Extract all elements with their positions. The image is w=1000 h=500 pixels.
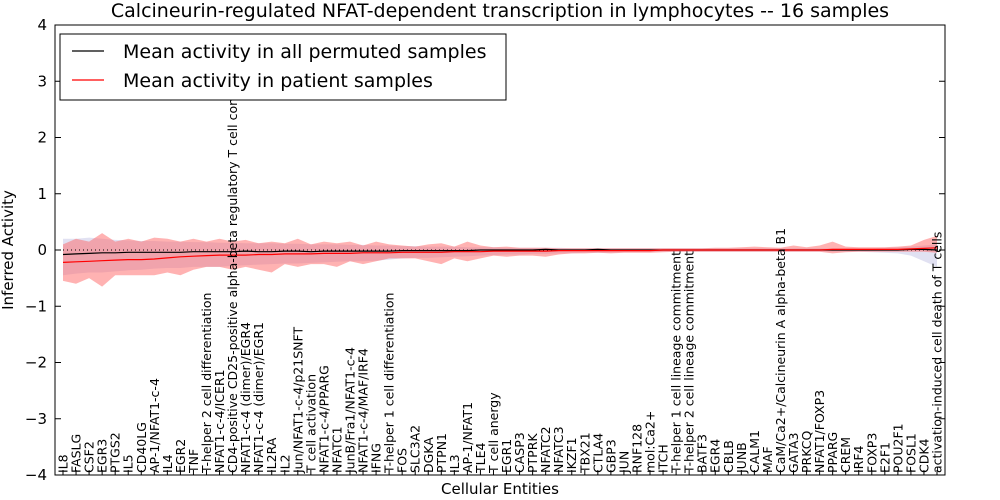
confidence-band-patient <box>63 233 937 287</box>
x-category-label: CREM <box>838 437 853 473</box>
x-category-label: GBP3 <box>603 439 618 473</box>
x-category-label: T-helper 2 cell differentiation <box>199 293 214 474</box>
x-category-label: JUN <box>616 451 631 474</box>
x-category-label: FOSL1 <box>903 433 918 473</box>
x-category-label: IKZF1 <box>564 437 579 473</box>
x-category-label: FOXP3 <box>864 433 879 473</box>
x-category-label: IL5 <box>121 454 136 473</box>
x-category-label: NFATC2 <box>538 426 553 473</box>
x-category-label: AP-1/NFAT1 <box>460 402 475 473</box>
x-category-label: JunB/Fra1/NFAT1-c-4 <box>343 347 358 474</box>
x-axis-category-labels: IL8FASLGCSF2EGR3PTGS2IL5CD40LGAP-1/NFAT1… <box>56 40 945 475</box>
x-category-label: CSF2 <box>82 441 97 473</box>
legend: Mean activity in all permuted samples Me… <box>59 33 507 101</box>
y-tick-label: 1 <box>37 185 47 203</box>
series-lines <box>62 247 938 263</box>
x-category-label: T-helper 1 cell differentiation <box>382 293 397 474</box>
x-category-label: FOS <box>395 448 410 473</box>
y-tick-label: 2 <box>37 129 47 147</box>
x-category-label: activation-induced cell death of T cells <box>930 232 945 473</box>
x-category-label: TBX21 <box>577 432 592 474</box>
y-tick-label: 0 <box>37 241 47 259</box>
x-category-label: T cell activation <box>303 374 318 474</box>
x-category-label: CD40LG <box>134 422 149 473</box>
x-category-label: BATF3 <box>695 434 710 473</box>
x-category-label: IL8 <box>56 454 71 473</box>
series-line-patient <box>62 247 938 263</box>
y-tick-label: −4 <box>25 466 47 484</box>
x-category-label: NFAT1-c-4/MAF/IRF4 <box>356 348 371 473</box>
legend-label-patient: Mean activity in patient samples <box>123 70 433 92</box>
x-category-label: Jun/NFAT1-c-4/p21SNFT <box>290 327 305 474</box>
x-category-label: POU2F1 <box>890 423 905 473</box>
x-category-label: PTGS2 <box>108 432 123 473</box>
x-category-label: CTLA4 <box>590 433 605 473</box>
x-category-label: PPARG <box>825 432 840 473</box>
x-category-label: EGR1 <box>499 439 514 473</box>
x-category-label: CASP3 <box>512 432 527 473</box>
x-category-label: TNF <box>186 449 201 474</box>
x-category-label: T-helper 2 cell lineage commitment <box>682 251 697 474</box>
legend-label-permuted: Mean activity in all permuted samples <box>123 41 486 63</box>
y-tick-label: −2 <box>25 354 47 372</box>
x-category-label: IFNG <box>369 443 384 473</box>
x-category-label: CDK4 <box>917 438 932 473</box>
x-category-label: SLC3A2 <box>408 425 423 473</box>
x-category-label: EGR3 <box>95 439 110 473</box>
x-category-label: RNF128 <box>630 424 645 473</box>
x-category-label: PRKCQ <box>799 431 814 473</box>
x-category-label: IL4 <box>160 454 175 473</box>
x-category-label: EGR4 <box>708 439 723 473</box>
x-category-label: PTPRK <box>525 433 540 473</box>
y-tick-label: −3 <box>25 410 47 428</box>
x-category-label: TLE4 <box>473 443 488 474</box>
x-category-label: FASLG <box>69 434 84 473</box>
x-category-label: mol:Ca2+ <box>643 411 658 473</box>
x-category-label: NFAT1/FOXP3 <box>812 390 827 473</box>
x-category-label: E2F1 <box>877 442 892 473</box>
x-category-label: T-helper 1 cell lineage commitment <box>669 251 684 474</box>
x-axis-label: Cellular Entities <box>441 480 559 498</box>
x-category-label: IL3 <box>447 454 462 473</box>
x-category-label: CALM1 <box>747 430 762 473</box>
x-category-label: GATA3 <box>786 433 801 473</box>
x-category-label: NFAT1-c-4/PPARG <box>316 365 331 473</box>
x-category-label: IL2 <box>277 454 292 473</box>
y-axis-label: Inferred Activity <box>0 190 17 310</box>
x-category-label: NFAT1-c-4 (dimer)/EGR4 <box>238 322 253 473</box>
y-tick-label: 3 <box>37 72 47 90</box>
x-category-label: JUNB <box>734 442 749 474</box>
x-category-label: ITCH <box>656 444 671 473</box>
x-category-label: PTPN1 <box>434 433 449 473</box>
x-category-label: NFATC3 <box>551 426 566 473</box>
x-category-label: EGR2 <box>173 439 188 473</box>
y-tick-label: 4 <box>37 16 47 34</box>
x-category-label: MAF <box>760 446 775 473</box>
confidence-bands <box>63 233 937 287</box>
x-category-label: AP-1/NFAT1-c-4 <box>147 378 162 473</box>
x-category-label: NFAT1-c-4 (dimer)/EGR1 <box>251 322 266 473</box>
x-category-label: CaM/Ca2+/Calcineurin A alpha-beta B1 <box>773 228 788 473</box>
x-category-label: NFATC1 <box>329 426 344 473</box>
x-category-label: NFAT1-c-4/ICER1 <box>212 369 227 473</box>
x-category-label: CBLB <box>721 440 736 473</box>
x-category-label: T cell anergy <box>486 392 501 474</box>
x-category-label: IRF4 <box>851 445 866 473</box>
legend-box <box>59 33 507 101</box>
x-category-label: IL2RA <box>264 437 279 473</box>
x-category-label: DGKA <box>421 437 436 473</box>
x-category-label: CD4-positive CD25-positive alpha-beta re… <box>225 40 240 473</box>
chart-title: Calcineurin-regulated NFAT-dependent tra… <box>111 0 889 22</box>
y-tick-label: −1 <box>25 297 47 315</box>
y-axis: −4 −3 −2 −1 0 1 2 3 4 <box>25 16 945 484</box>
